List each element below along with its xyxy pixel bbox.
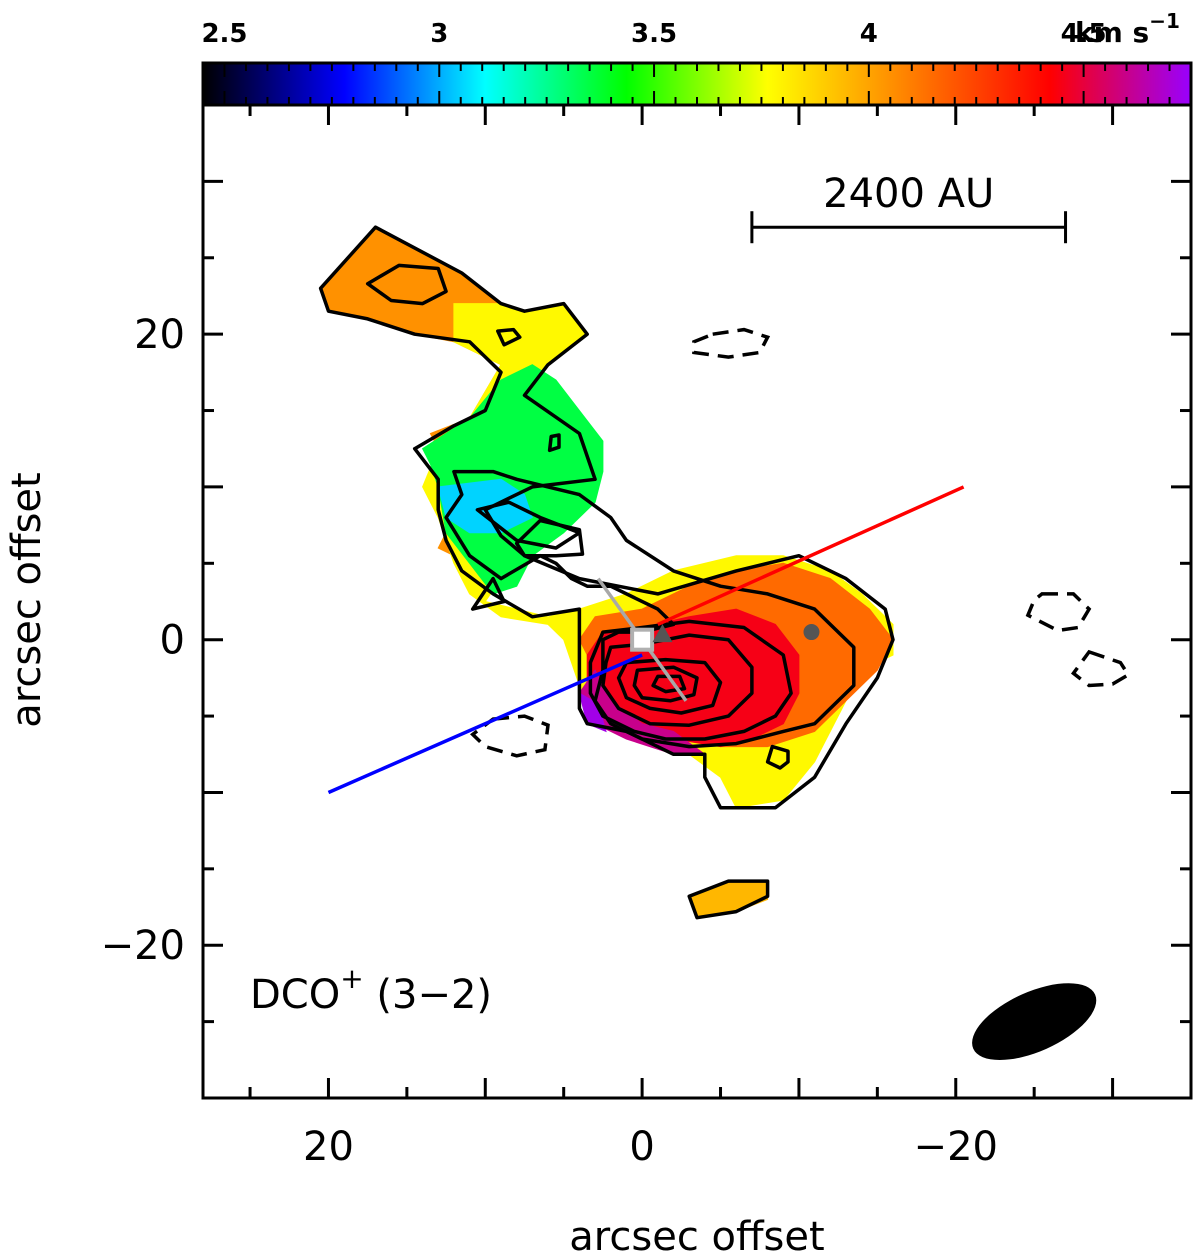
velocity-region-core-purple [578, 692, 607, 733]
x-axis-label: arcsec offset [569, 1214, 824, 1256]
solid-contour [588, 619, 793, 741]
colorbar-unit-exp: −1 [1149, 9, 1180, 33]
molecule-label-main: DCO [250, 972, 340, 1018]
beam-ellipse [972, 983, 1097, 1061]
plot-frame [201, 103, 1193, 1100]
molecule-label-sup: + [340, 962, 363, 995]
molecule-label-tail: (3−2) [364, 972, 492, 1018]
solid-contour [496, 327, 522, 347]
dashed-contour [692, 327, 771, 359]
colorbar-tick-label: 3 [430, 19, 448, 49]
colorbar-tick-label: 2.5 [201, 19, 247, 49]
y-tick-label: −20 [101, 923, 185, 969]
source-markers [630, 624, 820, 652]
blue-outflow-lobe [327, 653, 643, 795]
y-tick-label: 20 [134, 312, 185, 358]
colorbar-tick-labels: 2.5 3 3.5 4 4.5 [201, 19, 1106, 49]
solid-contour [547, 433, 561, 453]
colorbar: 2.5 3 3.5 4 4.5 km s−1 [201, 9, 1193, 107]
x-tick-label: −20 [914, 1124, 998, 1170]
solid-contour [514, 518, 585, 558]
colorbar-unit: km s−1 [1075, 9, 1180, 49]
triangle-marker [652, 624, 673, 643]
solid-contour [601, 633, 754, 727]
red-outflow-lobe [657, 485, 965, 627]
dashed-contour [1025, 592, 1092, 633]
colorbar-tick-label: 4.5 [1061, 19, 1107, 49]
scale-bar: 2400 AU [750, 171, 1068, 244]
solid-contour [616, 657, 723, 715]
y-axis-label: arcsec offset [4, 472, 50, 727]
solid-contours [318, 225, 895, 920]
scale-bar-label: 2400 AU [823, 171, 994, 217]
x-tick-label: 20 [303, 1124, 354, 1170]
outflow-lobes [327, 485, 965, 795]
solid-contour [365, 263, 448, 306]
colorbar-unit-main: km s [1075, 16, 1149, 49]
molecule-label: DCO+ (3−2) [250, 962, 492, 1018]
y-tick-label: 0 [160, 618, 185, 664]
colorbar-tick-label: 3.5 [631, 19, 677, 49]
axis-ticks [203, 105, 1191, 1098]
dashed-contours [470, 327, 1131, 758]
solid-contour [444, 469, 856, 749]
circle-marker [803, 624, 820, 641]
x-tick-label: 0 [629, 1124, 654, 1170]
solid-contour [318, 225, 895, 810]
solid-contour [470, 576, 506, 611]
dashed-contour [1070, 649, 1131, 688]
map-content [318, 225, 1131, 1061]
solid-contour [651, 674, 687, 694]
axis-tick-labels: 20 0 −20 20 0 −20 [101, 312, 998, 1170]
square-marker [630, 627, 655, 652]
dashed-contour [470, 714, 550, 758]
solid-contour [765, 744, 790, 770]
solid-contour [687, 879, 770, 920]
colorbar-tick-label: 4 [860, 19, 878, 49]
